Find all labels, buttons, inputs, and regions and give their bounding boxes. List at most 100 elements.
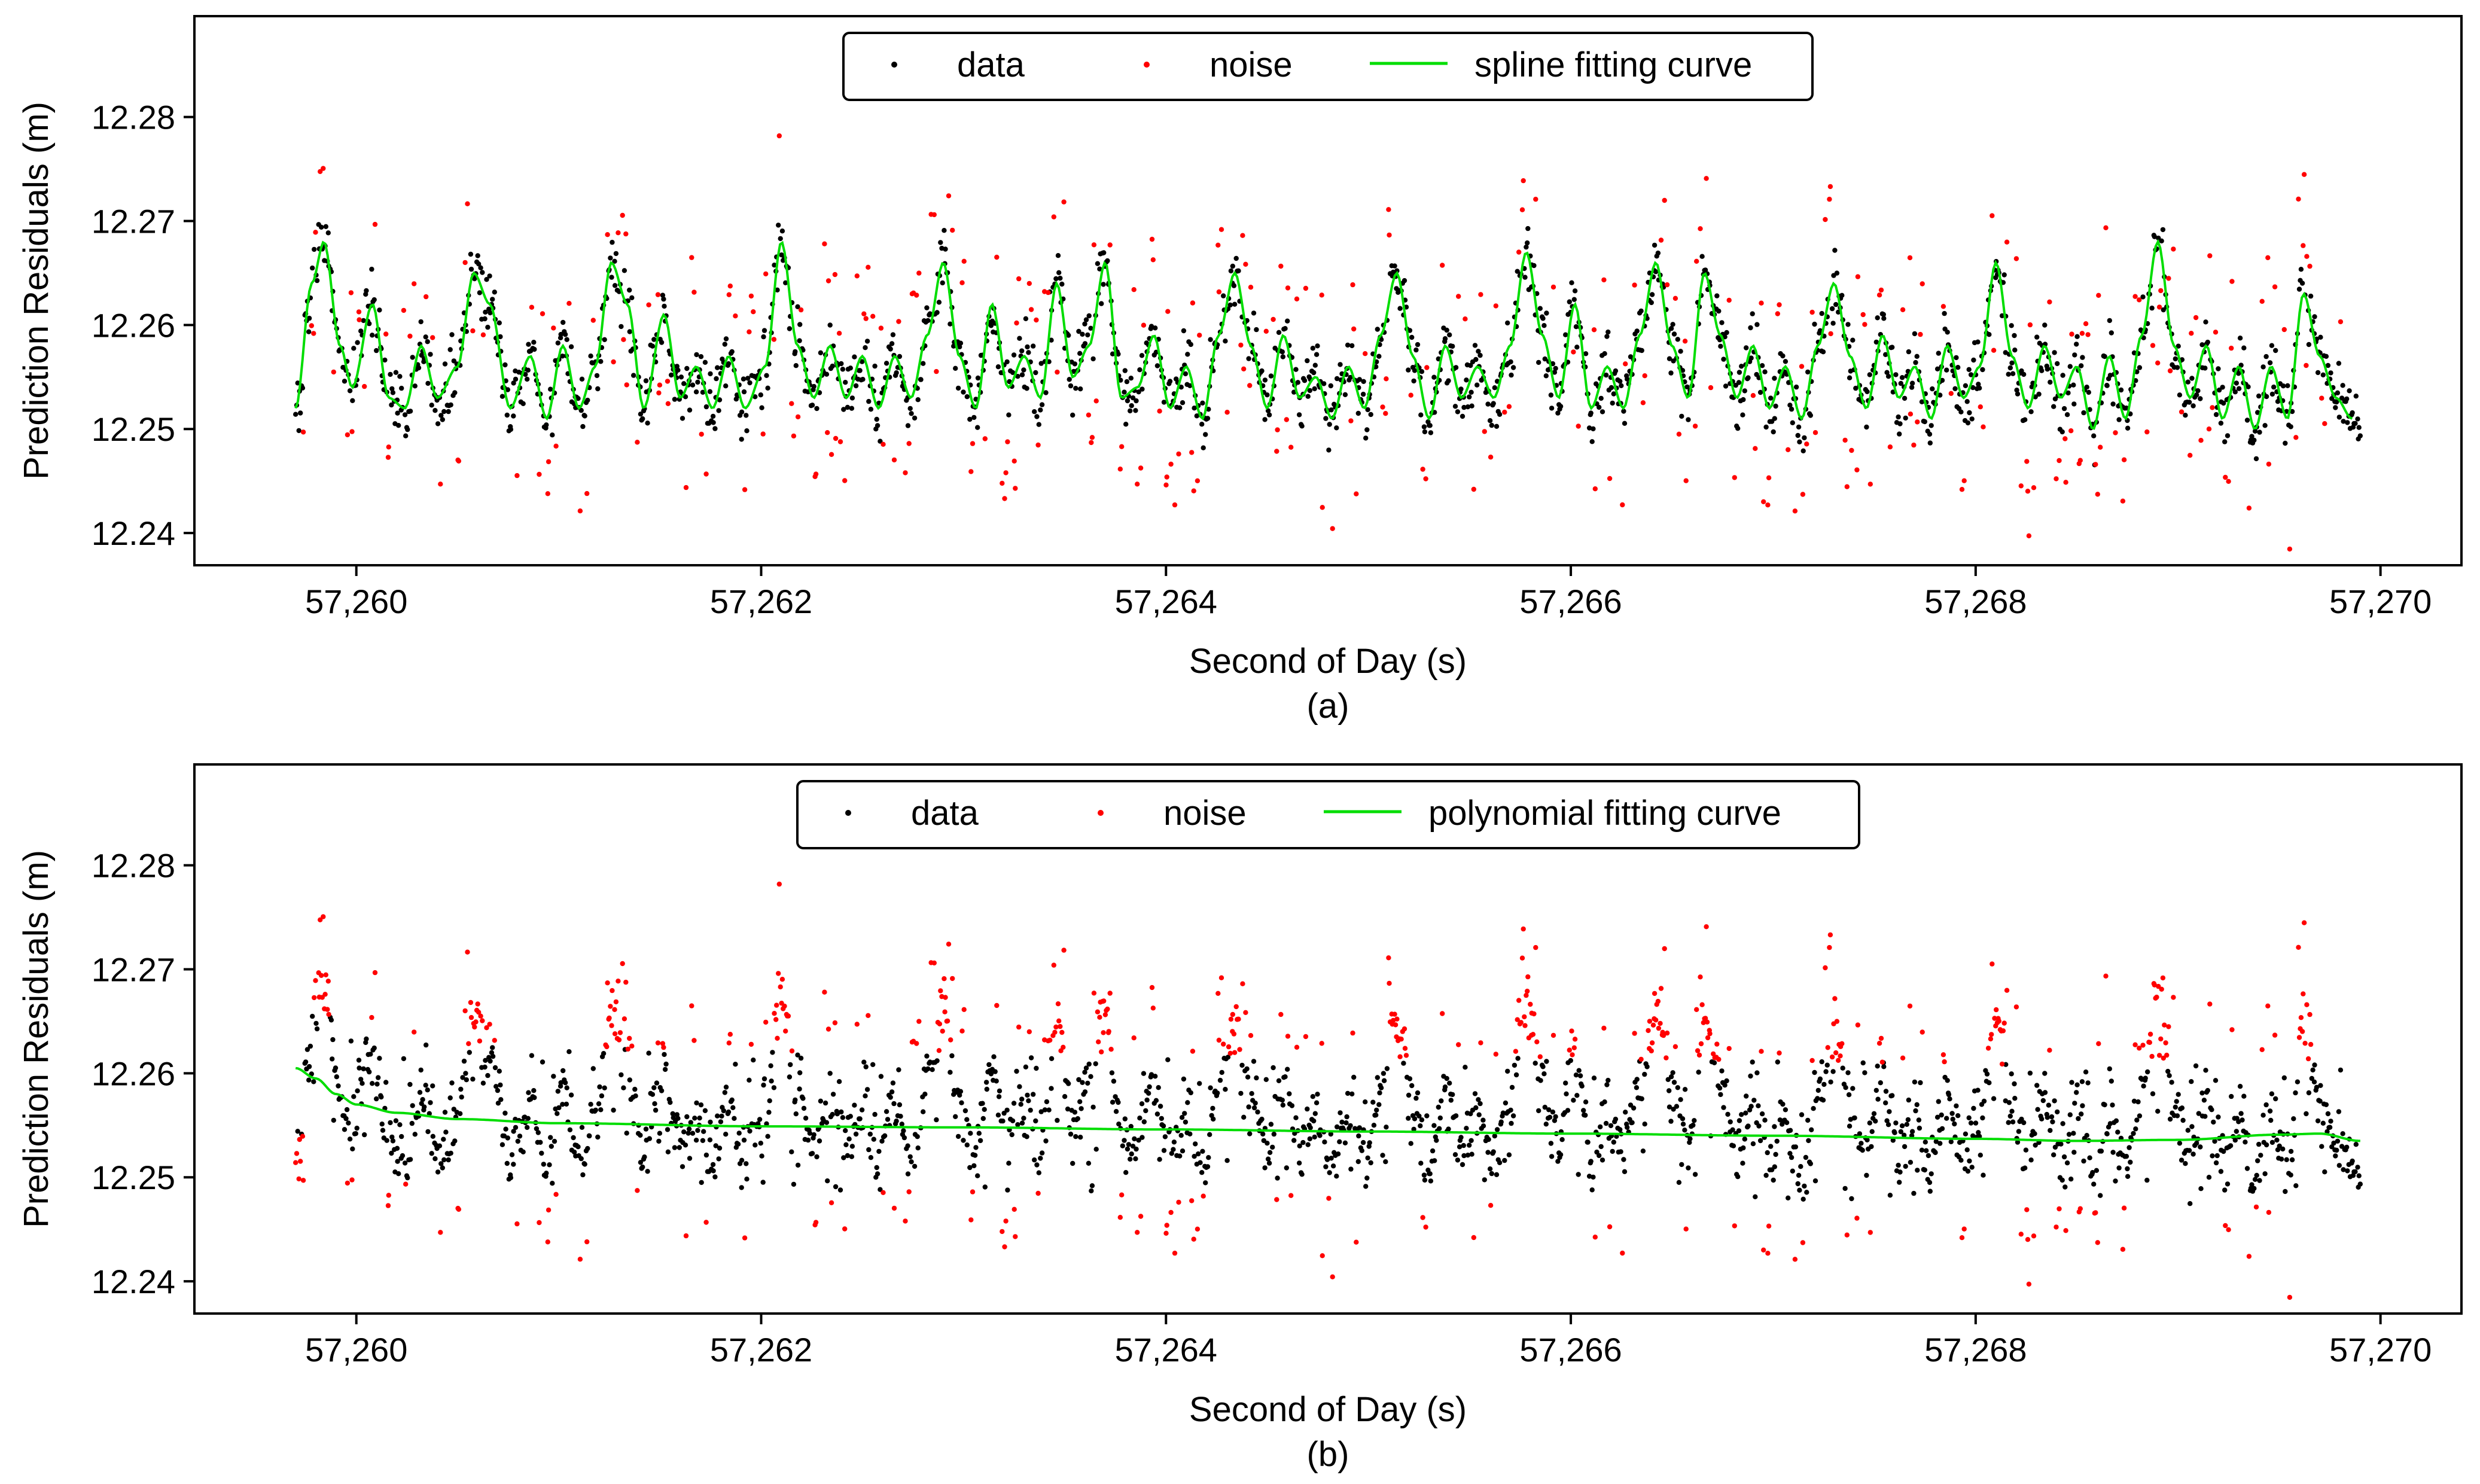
panel-a-noise-point (950, 227, 955, 233)
panel-a-data-point (2059, 429, 2065, 435)
panel-a-data-point (2176, 343, 2181, 349)
panel-a-data-point (797, 338, 802, 343)
panel-b-data-point (1156, 1085, 1161, 1090)
panel-a-noise-point (412, 281, 417, 287)
panel-a-data-point (715, 365, 720, 370)
panel-b-data-point (1741, 1145, 1746, 1151)
panel-a-data-point (526, 342, 531, 347)
panel-a-data-point (759, 405, 764, 410)
panel-b-noise-point (462, 1008, 468, 1014)
panel-a-data-point (2252, 437, 2257, 443)
panel-b-data-point (2344, 1144, 2350, 1150)
panel-a-data-point (888, 346, 893, 352)
panel-b-data-point (1406, 1116, 1411, 1121)
panel-a-data-point (1206, 407, 1211, 412)
panel-a-noise-point (1351, 326, 1357, 332)
panel-a-data-point (312, 246, 317, 252)
panel-b-data-point (2061, 1154, 2067, 1160)
panel-b-x-tick-3: 57,266 (1519, 1314, 1622, 1369)
panel-b-noise-point (1403, 1053, 1409, 1058)
panel-b-noise-point (1059, 1029, 1065, 1035)
panel-a-noise-point (1384, 376, 1389, 382)
panel-b-data-point (1849, 1196, 1854, 1202)
panel-b-data-point (2252, 1177, 2258, 1183)
panel-a-noise-point (1119, 444, 1125, 449)
panel-b-data-point (863, 1064, 869, 1069)
panel-b-data-point (1842, 1186, 1848, 1192)
panel-a-noise-point (611, 359, 616, 365)
panel-a-data-point (1768, 395, 1774, 401)
panel-a-noise-point (348, 290, 354, 295)
panel-b-data-point (983, 1080, 989, 1085)
panel-b-data-point (596, 1101, 602, 1107)
panel-a-data-point (1373, 364, 1379, 370)
panel-a-x-axis: 57,260 57,262 57,264 57,266 57,268 57,27… (305, 565, 2432, 620)
panel-b-data-point (833, 1184, 839, 1190)
panel-b-data-point (1267, 1150, 1273, 1156)
panel-a-data-point (741, 389, 747, 395)
panel-b-data-point (313, 1020, 319, 1026)
panel-a-noise-point (665, 401, 671, 406)
panel-a-noise-point (2307, 263, 2313, 269)
panel-b-data-point (680, 1164, 685, 1169)
panel-b-data-point (1128, 1156, 1133, 1162)
panel-b-noise-point (1650, 1022, 1656, 1028)
panel-a-data-point (1987, 332, 1992, 337)
panel-b-x-tick-label-5: 57,270 (2329, 1331, 2432, 1369)
panel-b-data-point (1486, 1136, 1491, 1142)
panel-b-data-point (377, 1056, 382, 1061)
panel-b-noise-point (1138, 1214, 1144, 1219)
panel-b-data-point (1370, 1099, 1376, 1105)
panel-b-data-point (402, 1160, 408, 1166)
panel-b-data-point (2228, 1143, 2234, 1148)
panel-b-data-point (852, 1102, 857, 1108)
panel-b-data-point (825, 1178, 830, 1184)
panel-a-noise-point (1571, 349, 1576, 355)
panel-b-data-point (1146, 1090, 1151, 1096)
panel-b-data-point (1147, 1084, 1152, 1090)
panel-a-data-point (765, 385, 770, 391)
panel-a-noise-point (1860, 312, 1866, 318)
panel-b-data-point (1065, 1106, 1071, 1112)
panel-a-data-point (1227, 302, 1233, 308)
panel-b-noise-point (616, 979, 621, 984)
panel-b-data-point (2241, 1093, 2247, 1099)
panel-b-noise-point (2013, 1004, 2019, 1010)
panel-b-data-point (739, 1157, 745, 1163)
panel-b-data-point (770, 1050, 775, 1055)
panel-a-data-point (849, 395, 855, 401)
panel-b-data-point (580, 1172, 586, 1178)
panel-b-noise-point (1533, 944, 1538, 950)
panel-a-noise-point (2103, 225, 2109, 230)
panel-b-data-point (1796, 1172, 1802, 1178)
panel-b-noise-point (881, 1190, 886, 1196)
panel-b-data-point (350, 1146, 355, 1152)
panel-a-noise-point (2156, 304, 2162, 310)
panel-b-data-point (827, 1071, 833, 1076)
panel-b-data-point (1887, 1109, 1892, 1114)
panel-b-data-point (2232, 1138, 2238, 1143)
panel-b-data-point (2293, 1090, 2298, 1096)
panel-a-data-point (1203, 432, 1208, 437)
panel-b-noise-point (617, 1030, 623, 1035)
panel-b-noise-point (2018, 1232, 2024, 1237)
panel-b-data-point (805, 1137, 811, 1143)
panel-b-data-point (2045, 1115, 2050, 1120)
panel-a-data-point (613, 251, 619, 257)
panel-b-data-point (1937, 1141, 1943, 1146)
panel-b-data-point (1797, 1187, 1802, 1193)
panel-a-noise-point (1759, 300, 1764, 306)
panel-b-y-axis: 12.24 12.25 12.26 12.27 12.28 (92, 847, 194, 1300)
panel-a-data-point (1129, 403, 1134, 409)
panel-b-data-point (1364, 1175, 1370, 1181)
panel-b-data-point (710, 1162, 716, 1168)
panel-b-noise-point (2132, 1042, 2138, 1047)
panel-a-noise-point (2018, 483, 2024, 489)
panel-a-data-point (1070, 412, 1076, 418)
panel-a-data-point (1820, 349, 1826, 355)
panel-a-data-point (1349, 343, 1355, 349)
panel-b-noise-point (386, 1193, 391, 1198)
panel-a-noise-point (968, 469, 974, 474)
panel-a-data-point (1418, 412, 1424, 418)
panel-b-data-point (822, 1100, 828, 1106)
